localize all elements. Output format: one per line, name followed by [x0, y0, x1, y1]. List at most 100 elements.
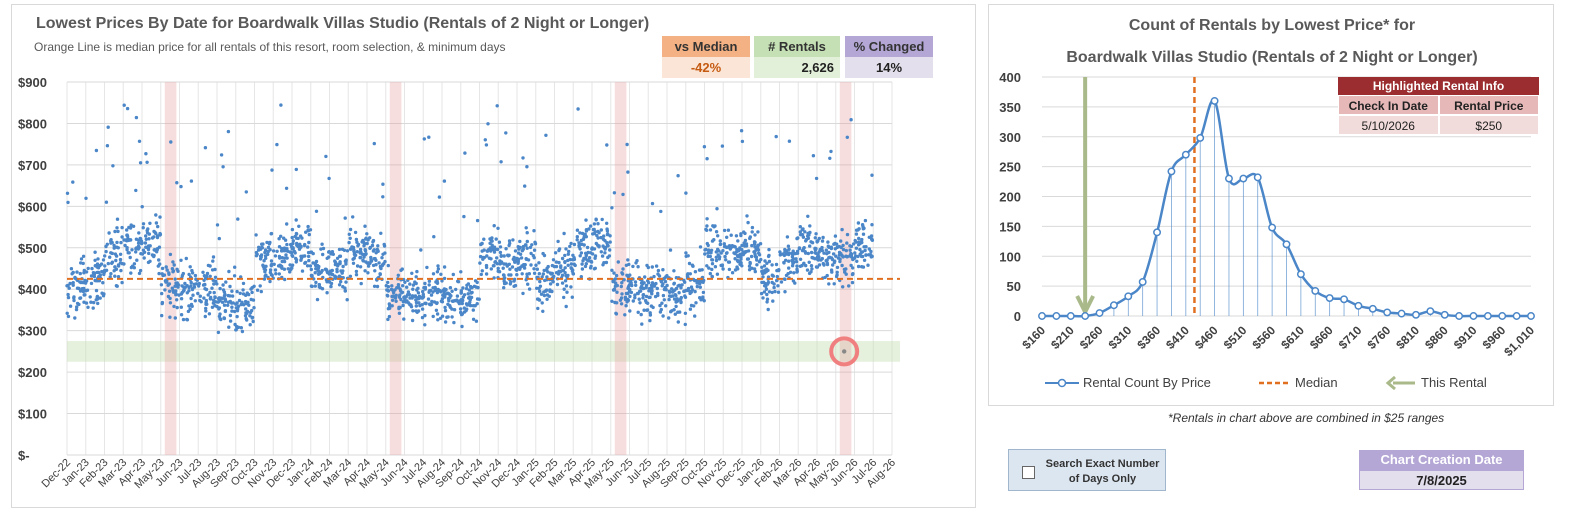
price-point: [648, 318, 652, 323]
price-point: [222, 290, 227, 294]
price-point: [756, 230, 760, 234]
price-point: [167, 271, 171, 275]
price-point: [320, 268, 324, 273]
price-point: [766, 254, 771, 259]
price-point: [296, 236, 300, 241]
price-point: [644, 294, 649, 299]
price-point: [175, 181, 179, 185]
price-point: [674, 304, 678, 309]
price-point: [770, 263, 774, 267]
price-point: [736, 259, 740, 264]
price-point: [870, 237, 874, 242]
price-point: [535, 267, 539, 271]
price-point: [112, 243, 116, 248]
price-point: [206, 293, 210, 297]
price-point: [68, 304, 73, 308]
price-point: [856, 228, 860, 232]
price-point: [319, 247, 323, 251]
search-exact-days-checkbox[interactable]: [1022, 466, 1035, 479]
price-point: [855, 259, 859, 263]
price-point: [785, 235, 790, 239]
price-point: [679, 295, 683, 300]
price-point: [139, 237, 143, 241]
price-point: [502, 254, 506, 258]
price-point: [620, 292, 624, 296]
scatter-ytick: $800: [18, 116, 47, 131]
price-point: [439, 272, 443, 276]
price-point: [285, 222, 289, 226]
scatter-ytick: $400: [18, 282, 47, 297]
price-point: [779, 280, 784, 284]
price-point: [443, 308, 448, 313]
price-point: [348, 274, 353, 278]
price-point: [180, 284, 184, 288]
price-point: [78, 289, 83, 293]
price-point: [519, 256, 524, 260]
rental-count-marker: [1383, 308, 1392, 317]
price-point: [204, 309, 208, 313]
price-point: [798, 230, 802, 234]
price-point: [304, 230, 308, 234]
price-point: [463, 151, 467, 155]
price-point: [239, 326, 243, 330]
price-point: [189, 280, 193, 285]
price-point: [548, 288, 552, 292]
price-point: [222, 303, 227, 307]
rental-count-marker: [1483, 312, 1492, 320]
price-point: [722, 242, 726, 246]
price-point: [172, 304, 176, 309]
price-point: [650, 201, 655, 206]
price-point: [153, 248, 157, 252]
price-point: [620, 272, 625, 276]
price-point: [858, 247, 862, 252]
price-point: [397, 311, 402, 315]
price-point: [224, 280, 228, 284]
price-point: [563, 279, 568, 283]
price-point: [580, 262, 584, 266]
price-point: [782, 277, 787, 281]
price-point: [603, 251, 607, 255]
price-point: [168, 315, 172, 319]
price-point: [860, 265, 864, 269]
price-point: [691, 264, 695, 268]
price-point: [480, 269, 484, 273]
price-point: [259, 255, 263, 259]
price-point: [375, 284, 380, 289]
price-point: [402, 317, 406, 321]
price-point: [817, 236, 821, 241]
price-point: [484, 272, 489, 276]
price-point: [435, 312, 440, 316]
price-point: [830, 257, 835, 262]
price-point: [701, 290, 706, 295]
price-point: [327, 176, 331, 181]
price-point: [545, 293, 550, 297]
hist-xtick: $260: [1077, 323, 1106, 352]
price-point: [542, 290, 546, 294]
price-point: [104, 244, 108, 249]
price-point: [373, 269, 377, 273]
price-point: [290, 263, 295, 267]
price-point: [693, 289, 697, 294]
price-point: [761, 296, 765, 300]
price-point: [141, 248, 146, 252]
price-point: [419, 248, 423, 252]
price-point: [370, 243, 375, 248]
price-point: [744, 242, 749, 246]
price-point: [420, 307, 425, 311]
price-point: [633, 280, 638, 284]
hist-ytick: 400: [999, 70, 1021, 85]
scatter-ytick: $-: [18, 448, 30, 463]
price-point: [176, 283, 181, 287]
price-point: [363, 269, 367, 273]
price-point: [282, 256, 287, 260]
hist-ytick: 300: [999, 130, 1021, 145]
price-point: [807, 260, 811, 264]
price-point: [221, 165, 225, 169]
price-point: [356, 244, 360, 248]
price-point: [524, 226, 528, 230]
search-exact-days-option[interactable]: Search Exact Number of Days Only: [1008, 449, 1166, 491]
price-point: [538, 279, 542, 284]
price-point: [716, 234, 720, 238]
price-point: [115, 217, 120, 221]
price-point: [372, 141, 376, 146]
